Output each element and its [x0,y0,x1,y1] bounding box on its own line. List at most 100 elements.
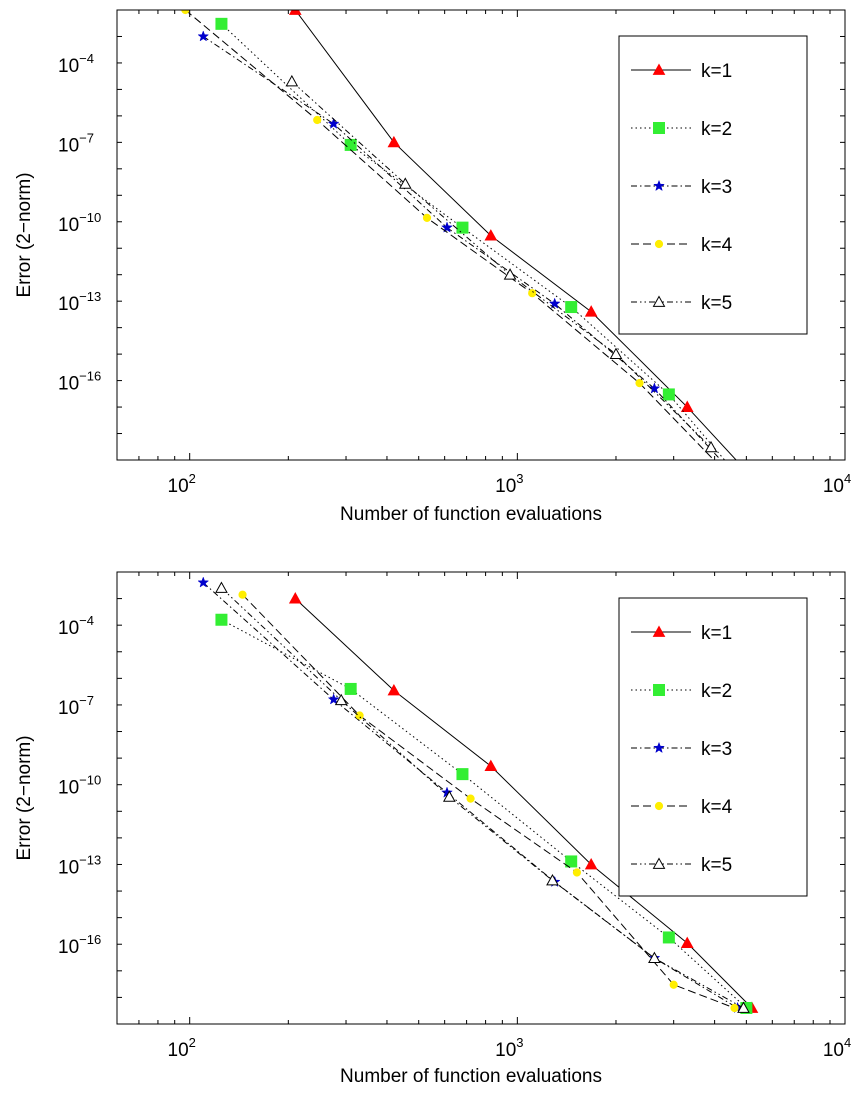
data-point-k1 [584,857,598,870]
legend: k=1 k=2 k=3 k=4 k=5 [618,597,808,897]
legend-label-k2: k=2 [701,119,732,140]
legend-label-k5: k=5 [701,855,732,876]
data-point-k2 [565,301,578,314]
data-point-k5 [215,581,228,593]
data-point-k4 [313,115,322,125]
x-axis-label: Number of function evaluations [340,504,602,525]
series-line-k1 [294,598,753,1009]
y-axis-label: Error (2−norm) [14,735,35,860]
data-point-k2 [215,613,228,626]
data-point-k2 [456,221,469,234]
data-point-k5 [334,693,348,706]
legend-marker-k1 [652,625,666,637]
y-tick-label: 10−13 [58,852,101,878]
axes-box [116,9,846,461]
data-point-k5 [398,177,412,189]
series-line-k3 [202,36,722,460]
data-point-k4 [730,1003,739,1013]
data-point-k1 [738,462,749,472]
legend-marker-k1 [652,63,666,75]
y-tick-label: 10−4 [58,613,94,639]
legend-label-k3: k=3 [701,177,732,198]
x-tick-label: 103 [495,1035,523,1061]
y-tick-label: 10−13 [58,289,101,315]
data-point-k1 [484,759,498,772]
data-point-k2 [726,462,737,473]
legend-marker-k2 [653,122,665,134]
data-point-k3 [197,576,210,588]
data-point-k3 [327,693,340,705]
data-point-k3 [548,297,561,309]
data-point-k1 [484,229,498,241]
data-point-k3 [197,30,210,42]
data-point-k5 [704,440,718,453]
legend-marker-k4 [654,801,664,811]
data-point-k5 [285,74,299,87]
y-axis-label: Error (2−norm) [14,172,35,297]
legend-box [618,597,808,897]
axes-box [116,571,846,1025]
data-point-k4 [422,213,432,222]
data-point-k1 [387,683,401,696]
data-point-k2 [344,682,357,695]
legend: k=1 k=2 k=3 k=4 k=5 [618,35,808,335]
y-tick-label: 10−10 [58,773,101,799]
legend-label-k4: k=4 [701,797,733,818]
x-tick-label: 102 [168,1035,196,1061]
data-point-k4 [528,289,537,298]
data-point-k2 [344,138,357,151]
legend-marker-k5 [652,295,666,307]
legend-marker-k5 [652,857,666,869]
data-point-k4 [466,794,475,803]
data-point-k1 [288,592,302,604]
y-tick-label: 10−7 [58,693,94,719]
data-point-k3 [441,221,453,233]
legend-label-k4: k=4 [701,235,733,256]
data-point-k3 [723,462,733,472]
legend-label-k5: k=5 [701,293,732,314]
y-tick-label: 10−7 [58,130,94,156]
data-point-k5 [546,873,559,886]
data-point-k5 [648,951,661,964]
legend-label-k1: k=1 [701,623,732,644]
data-point-k3 [648,382,661,394]
legend-marker-k3 [653,179,665,192]
series-line-k4 [185,10,715,460]
data-point-k4 [355,711,364,720]
y-tick-label: 10−16 [58,932,101,958]
data-point-k4 [572,868,582,877]
legend-marker-k3 [653,741,665,754]
data-point-k1 [680,936,694,949]
data-point-k2 [456,768,469,781]
data-point-k4 [669,980,678,989]
x-tick-label: 103 [495,471,523,497]
data-point-k4 [718,464,725,471]
series-line-k2 [221,23,726,460]
legend-marker-k4 [654,239,664,249]
y-tick-label: 10−16 [58,369,101,395]
data-point-k5 [442,790,456,802]
chart-panel-1: 102 103 104 10−4 10−7 10−10 10−13 10−16 Number o… [14,9,851,525]
data-point-k5 [503,268,517,280]
data-point-k2 [662,931,675,944]
legend-box [618,35,808,335]
series-line-k2 [221,619,747,1009]
legend-label-k1: k=1 [701,61,732,82]
data-point-k1 [680,400,694,412]
data-point-k1 [387,135,401,148]
legend-label-k2: k=2 [701,681,732,702]
data-point-k4 [181,10,190,15]
data-point-k5 [737,1001,750,1013]
x-tick-label: 104 [823,471,851,497]
x-tick-label: 102 [168,471,196,497]
data-point-k1 [584,305,598,317]
plot-area [197,576,759,1014]
data-point-k4 [635,379,644,388]
y-tick-label: 10−4 [58,51,94,77]
y-tick-label: 10−10 [58,210,101,236]
legend-label-k3: k=3 [701,739,732,760]
data-point-k5 [609,347,623,360]
data-point-k2 [565,855,578,868]
data-point-k2 [662,388,675,401]
